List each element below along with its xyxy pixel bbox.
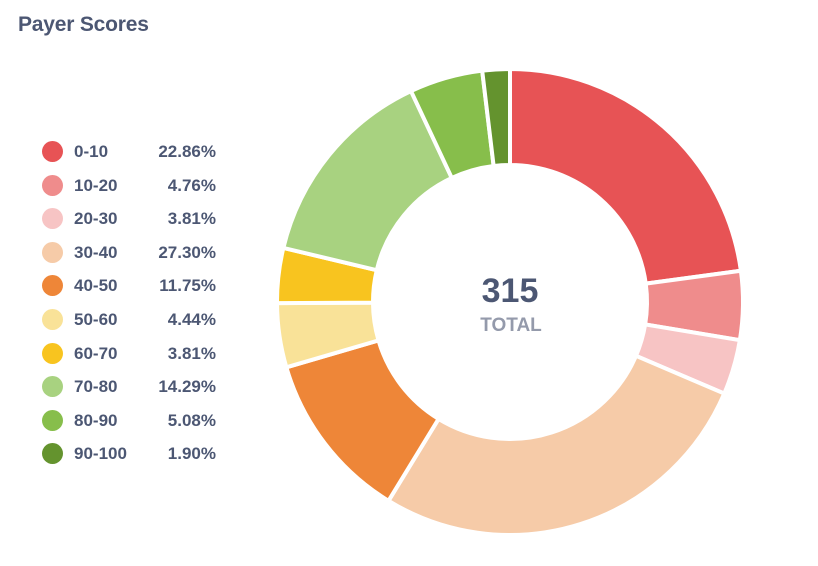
legend-percent: 14.29% [158, 377, 216, 397]
legend-label: 70-80 [74, 377, 118, 397]
legend-label: 80-90 [74, 410, 118, 430]
legend-item[interactable]: 40-50 11.75% [40, 272, 240, 306]
legend-percent: 4.44% [167, 309, 216, 329]
legend-label: 60-70 [74, 343, 118, 363]
legend-color-dot [42, 443, 63, 465]
legend-percent: 3.81% [167, 343, 216, 363]
chart-legend: 0-10 22.86% 10-20 4.76% 20-30 3.81% 30-40 27.30… [40, 138, 240, 474]
center-total-label: TOTAL [480, 315, 542, 336]
legend-label: 50-60 [74, 309, 118, 329]
center-total-value: 315 [482, 272, 539, 310]
legend-item[interactable]: 70-80 14.29% [40, 373, 240, 407]
donut-chart[interactable]: 315 TOTAL [272, 64, 752, 544]
legend-color-dot [42, 376, 63, 398]
chart-title: Payer Scores [18, 13, 149, 36]
legend-color-dot [42, 275, 63, 297]
legend-color-dot [42, 308, 63, 330]
donut-slice-90-100[interactable] [479, 66, 512, 169]
legend-label: 10-20 [74, 175, 118, 195]
legend-percent: 1.90% [167, 444, 216, 464]
legend-label: 90-100 [74, 444, 127, 464]
legend-label: 30-40 [74, 242, 118, 262]
legend-item[interactable]: 10-20 4.76% [40, 172, 240, 206]
legend-item[interactable]: 80-90 5.08% [40, 407, 240, 441]
legend-item[interactable]: 30-40 27.30% [40, 239, 240, 273]
legend-color-dot [42, 342, 63, 364]
legend-label: 0-10 [74, 142, 109, 161]
legend-item[interactable]: 20-30 3.81% [40, 205, 240, 239]
legend-color-dot [42, 241, 63, 263]
legend-percent: 5.08% [167, 410, 216, 430]
legend-item[interactable]: 0-10 22.86% [40, 138, 240, 172]
legend-color-dot [42, 208, 63, 230]
legend-color-dot [42, 409, 63, 431]
legend-color-dot [42, 141, 63, 162]
legend-percent: 11.75% [159, 276, 216, 296]
legend-percent: 27.30% [158, 242, 216, 262]
legend-item[interactable]: 60-70 3.81% [40, 340, 240, 374]
donut-slice-0-10[interactable] [508, 66, 744, 286]
donut-slices [274, 66, 745, 537]
legend-item[interactable]: 50-60 4.44% [40, 306, 240, 340]
legend-percent: 4.76% [167, 175, 216, 195]
legend-percent: 3.81% [167, 209, 216, 229]
legend-percent: 22.86% [158, 142, 216, 161]
legend-color-dot [42, 174, 63, 196]
legend-label: 40-50 [74, 276, 118, 296]
legend-item[interactable]: 90-100 1.90% [40, 440, 240, 474]
donut-slice-30-40[interactable] [385, 353, 727, 537]
legend-label: 20-30 [74, 209, 118, 229]
